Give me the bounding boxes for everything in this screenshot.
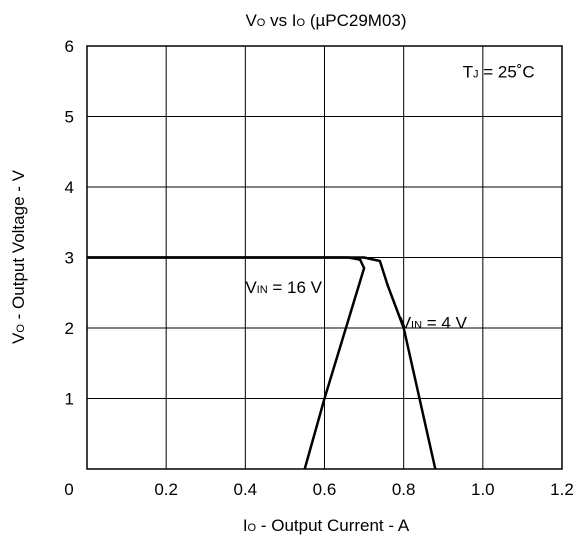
- y-tick-label: 2: [65, 319, 74, 338]
- y-axis-label: VO - Output Voltage - V: [9, 169, 28, 344]
- y-tick-label: 5: [65, 108, 74, 127]
- x-tick-label: 0.2: [154, 480, 178, 499]
- series-label-vin-4v: VIN = 4 V: [400, 314, 468, 333]
- series-label-vin-16v: VIN = 16 V: [245, 278, 322, 297]
- x-tick-label: 0.4: [234, 480, 258, 499]
- x-tick-labels: 0 0.2 0.4 0.6 0.8 1.0 1.2: [64, 480, 574, 499]
- data-series: [87, 256, 437, 470]
- x-tick-label: 0.6: [313, 480, 337, 499]
- y-tick-labels: 1 2 3 4 5 6: [65, 37, 74, 409]
- x-axis-label: IO - Output Current - A: [243, 516, 410, 535]
- y-tick-label: 3: [65, 249, 74, 268]
- x-tick-label: 0: [64, 480, 73, 499]
- chart-title: VO vs IO (µPC29M03): [245, 11, 406, 30]
- x-tick-label: 1.2: [550, 480, 574, 499]
- y-tick-label: 6: [65, 37, 74, 56]
- y-tick-label: 4: [65, 178, 74, 197]
- series-line-1: [87, 256, 437, 470]
- x-tick-label: 1.0: [471, 480, 495, 499]
- plot-frame: [86, 45, 563, 470]
- series-line-0: [87, 256, 366, 470]
- x-tick-label: 0.8: [392, 480, 416, 499]
- temperature-annotation: TJ = 25˚C: [463, 63, 535, 82]
- y-tick-label: 1: [65, 390, 74, 409]
